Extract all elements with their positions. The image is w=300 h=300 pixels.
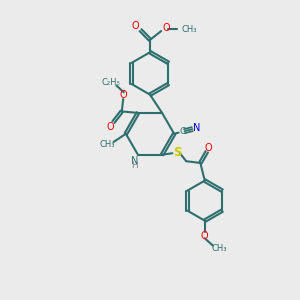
Text: C₂H₅: C₂H₅ [101,78,120,87]
Text: N: N [131,156,138,166]
Text: O: O [201,231,208,241]
Text: CH₃: CH₃ [212,244,227,253]
Text: O: O [131,21,139,31]
Text: O: O [120,90,127,100]
Text: C: C [179,127,185,136]
Text: CH₃: CH₃ [182,25,197,34]
Text: O: O [162,23,170,33]
Text: O: O [107,122,114,132]
Text: O: O [205,142,212,153]
Text: N: N [193,123,200,133]
Text: S: S [173,146,182,159]
Text: CH₃: CH₃ [100,140,115,149]
Text: H: H [131,161,138,170]
